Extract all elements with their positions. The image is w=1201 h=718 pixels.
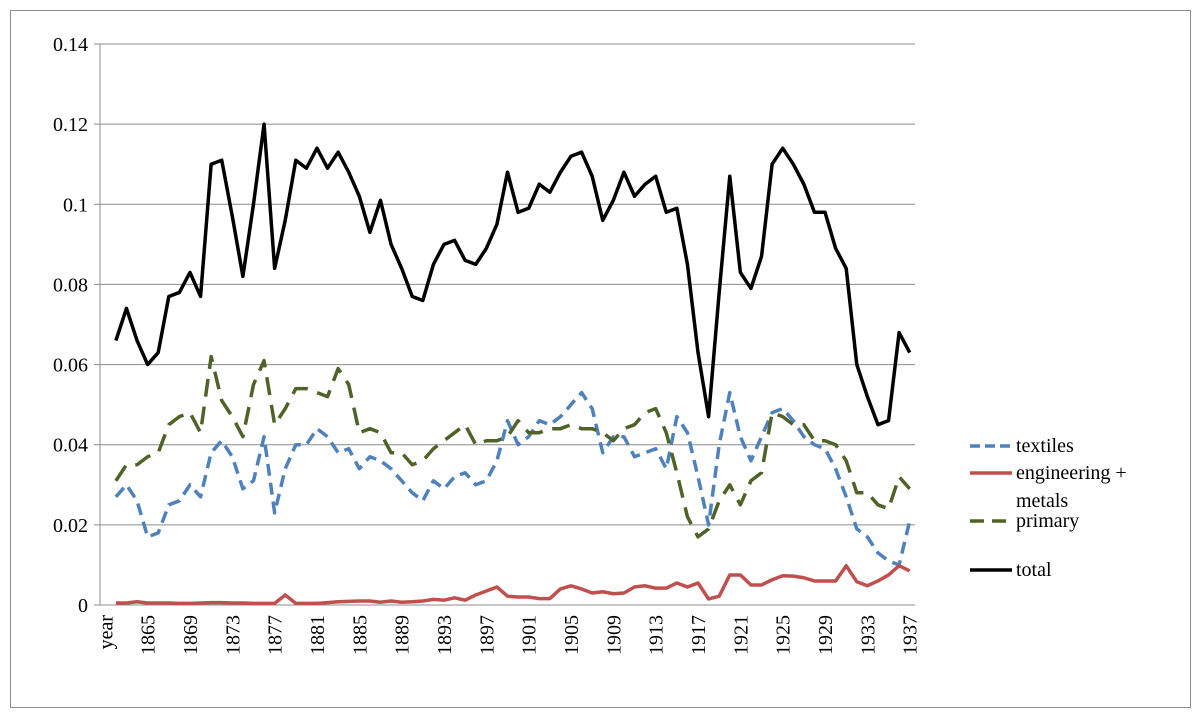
y-tick-label: 0.04 [53,435,88,457]
legend-label: engineering + metals [1016,462,1127,512]
x-tick-label: 1869 [180,615,202,655]
legend-label: primary [1016,510,1080,532]
x-tick-label: 1929 [815,615,837,655]
x-tick-label: 1885 [349,615,371,655]
y-tick-label: 0.1 [63,194,88,216]
series-line [114,354,912,539]
x-tick-label: 1913 [646,615,668,655]
y-tick-label: 0 [78,595,88,617]
series-line [114,390,912,567]
x-tick-label: year [95,615,117,650]
y-tick-label: 0.06 [53,355,88,377]
y-tick-label: 0.02 [53,515,88,537]
x-tick-label: 1901 [519,615,541,655]
x-tick-label: 1917 [688,615,710,655]
y-tick-label: 0.14 [53,34,88,56]
series-line [115,563,911,606]
series-line [114,122,912,427]
y-tick-label: 0.12 [53,114,88,136]
x-tick-label: 1921 [730,615,752,655]
x-tick-label: 1905 [561,615,583,655]
x-tick-label: 1873 [222,615,244,655]
x-tick-label: 1889 [392,615,414,655]
x-tick-label: 1937 [900,615,922,655]
x-tick-label: 1893 [434,615,456,655]
x-tick-label: 1897 [476,615,498,655]
x-tick-label: 1909 [603,615,625,655]
x-tick-label: 1881 [307,615,329,655]
x-tick-label: 1933 [857,615,879,655]
x-tick-label: 1877 [265,615,287,655]
x-tick-label: 1865 [138,615,160,655]
x-tick-label: 1925 [773,615,795,655]
y-tick-label: 0.08 [53,274,88,296]
legend-label: textiles [1016,435,1074,457]
legend-label: total [1016,559,1052,581]
